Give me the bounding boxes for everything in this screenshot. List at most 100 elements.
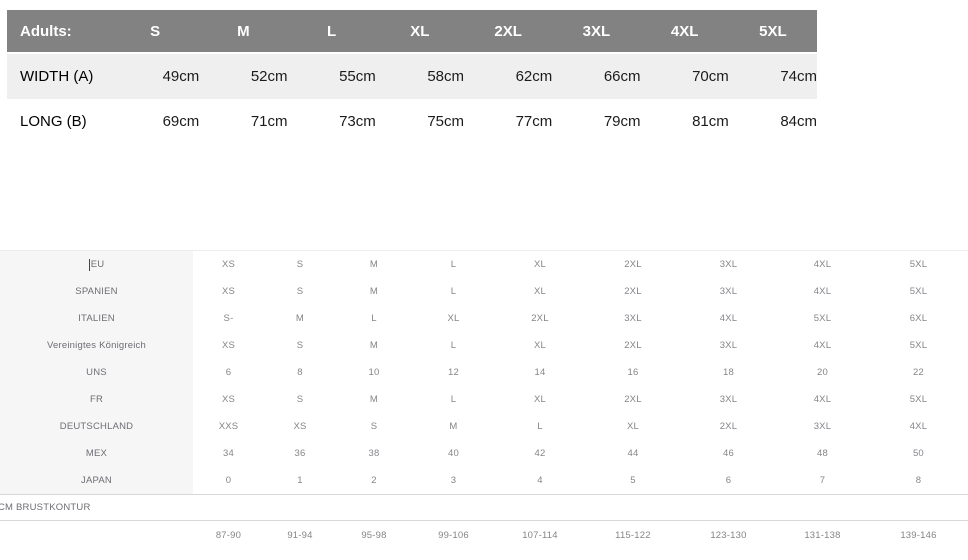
conversion-cells: 0 1 2 3 4 5 6 7 8 (193, 467, 968, 494)
chest-range-cell: 131-138 (804, 529, 841, 541)
measurement-value-cell: 55cm (339, 68, 376, 85)
size-cell: 5 (630, 475, 636, 486)
conversion-row: EU XS S M L XL 2XL 3XL 4XL 5XL (0, 251, 968, 278)
size-cell: XL (533, 394, 546, 405)
size-cell: 36 (294, 448, 306, 459)
size-cell: 2XL (624, 340, 642, 351)
header-size-cell: S (150, 22, 161, 40)
measurement-row-label: WIDTH (A) (20, 68, 94, 85)
measurement-value-cell: 84cm (780, 113, 817, 130)
size-cell: 8 (297, 367, 303, 378)
size-cell: 1 (297, 475, 303, 486)
chest-range-cell: 95-98 (361, 529, 387, 541)
size-cell: 4XL (909, 421, 928, 432)
region-label: Vereinigtes Königreich (0, 332, 193, 359)
measurement-row-label: LONG (B) (20, 113, 87, 130)
region-label: UNS (0, 359, 193, 386)
region-label: FR (0, 386, 193, 413)
size-cell: 2XL (719, 421, 738, 432)
size-cell: 3 (450, 475, 457, 486)
size-cell: XL (447, 313, 460, 324)
region-label: MEX (0, 440, 193, 467)
size-cell: 3XL (719, 340, 738, 351)
conversion-row: SPANIEN XS S M L XL 2XL 3XL 4XL 5XL (0, 278, 968, 305)
size-cell: 20 (816, 367, 828, 378)
header-size-cell: 3XL (582, 22, 611, 40)
size-cell: XL (626, 421, 639, 432)
measurement-value-cell: 81cm (692, 113, 729, 130)
header-size-cell: XL (410, 22, 430, 40)
region-label: EU (0, 251, 193, 278)
size-cell: 10 (368, 367, 380, 378)
size-cell: 40 (448, 448, 459, 459)
region-label: DEUTSCHLAND (0, 413, 193, 440)
size-cell: 18 (722, 367, 734, 378)
measurement-value-cell: 77cm (515, 113, 553, 130)
size-cell: 22 (912, 367, 924, 378)
size-cell: 3XL (719, 394, 738, 405)
adults-header-label: Adults: (20, 22, 72, 40)
size-cell: L (450, 394, 457, 405)
size-cell: 3XL (719, 286, 738, 297)
conversion-rows: EU XS S M L XL 2XL 3XL 4XL 5XL SPANIEN XS S M L XL 2XL 3X… (0, 251, 968, 494)
size-cell: 3XL (624, 313, 642, 324)
size-cell: S (296, 286, 304, 297)
header-size-cell: M (237, 22, 250, 40)
size-cell: XL (533, 259, 546, 270)
adults-size-table: Adults: S M L XL 2XL 3XL 4XL 5XL WIDTH (A) 49cm 5… (7, 10, 817, 144)
size-cell: S (370, 421, 378, 432)
size-cell: 4XL (813, 259, 832, 270)
chest-values-cells: 87-90 91-94 95-98 99-106 107-114 115-122 123-1… (193, 521, 968, 549)
size-cell: 5XL (909, 394, 928, 405)
conversion-cells: XS S M L XL 2XL 3XL 4XL 5XL (193, 251, 968, 278)
size-cell: M (369, 286, 379, 297)
header-size-cell: 4XL (670, 22, 699, 40)
measurement-value-cell: 70cm (692, 68, 729, 85)
size-cell: 12 (448, 367, 459, 378)
conversion-cells: S- M L XL 2XL 3XL 4XL 5XL 6XL (193, 305, 968, 332)
conversion-cells: 6 8 10 12 14 16 18 20 22 (193, 359, 968, 386)
size-cell: 2XL (624, 394, 642, 405)
conversion-row: JAPAN 0 1 2 3 4 5 6 7 8 (0, 467, 968, 494)
size-cell: 4XL (813, 340, 832, 351)
size-cell: L (450, 259, 457, 270)
size-cell: 5XL (909, 340, 928, 351)
size-cell: S (296, 259, 304, 270)
conversion-cells: XS S M L XL 2XL 3XL 4XL 5XL (193, 278, 968, 305)
chest-range-cell: 91-94 (287, 529, 313, 541)
size-cell: 4XL (813, 286, 832, 297)
size-cell: XS (221, 394, 236, 405)
text-cursor (88, 258, 90, 271)
measurement-value-cell: 52cm (250, 68, 288, 85)
size-cell: 2 (371, 475, 377, 486)
chest-range-cell: 123-130 (710, 529, 747, 541)
size-cell: 5XL (813, 313, 832, 324)
size-cell: S (296, 394, 304, 405)
size-cell: M (295, 313, 305, 324)
size-cell: XL (533, 340, 546, 351)
size-cell: L (450, 286, 457, 297)
size-cell: 5XL (909, 259, 928, 270)
conversion-cells: XS S M L XL 2XL 3XL 4XL 5XL (193, 332, 968, 359)
conversion-row: DEUTSCHLAND XXS XS S M L XL 2XL 3XL 4XL (0, 413, 968, 440)
size-cell: XL (533, 286, 546, 297)
conversion-cells: XS S M L XL 2XL 3XL 4XL 5XL (193, 386, 968, 413)
size-cell: S- (223, 313, 234, 324)
size-cell: M (369, 259, 379, 270)
size-cell: 34 (223, 448, 234, 459)
header-size-cell: L (327, 22, 337, 40)
region-label: SPANIEN (0, 278, 193, 305)
adults-measurement-row: LONG (B) 69cm 71cm 73cm 75cm 77cm 79cm 81cm 84cm (7, 99, 817, 144)
chest-contour-label: CM BRUSTKONTUR (0, 502, 91, 513)
header-size-cell: 5XL (759, 22, 787, 40)
measurement-value-cell: 79cm (603, 113, 641, 130)
chest-range-cell: 115-122 (615, 529, 651, 541)
adults-rows: WIDTH (A) 49cm 52cm 55cm 58cm 62cm 66cm 70cm 74c… (7, 54, 817, 144)
measurement-value-cell: 49cm (162, 68, 200, 85)
size-cell: 44 (627, 448, 639, 459)
conversion-row: MEX 34 36 38 40 42 44 46 48 50 (0, 440, 968, 467)
size-cell: M (449, 421, 458, 432)
size-cell: 4 (537, 475, 543, 486)
size-cell: XXS (218, 421, 239, 432)
